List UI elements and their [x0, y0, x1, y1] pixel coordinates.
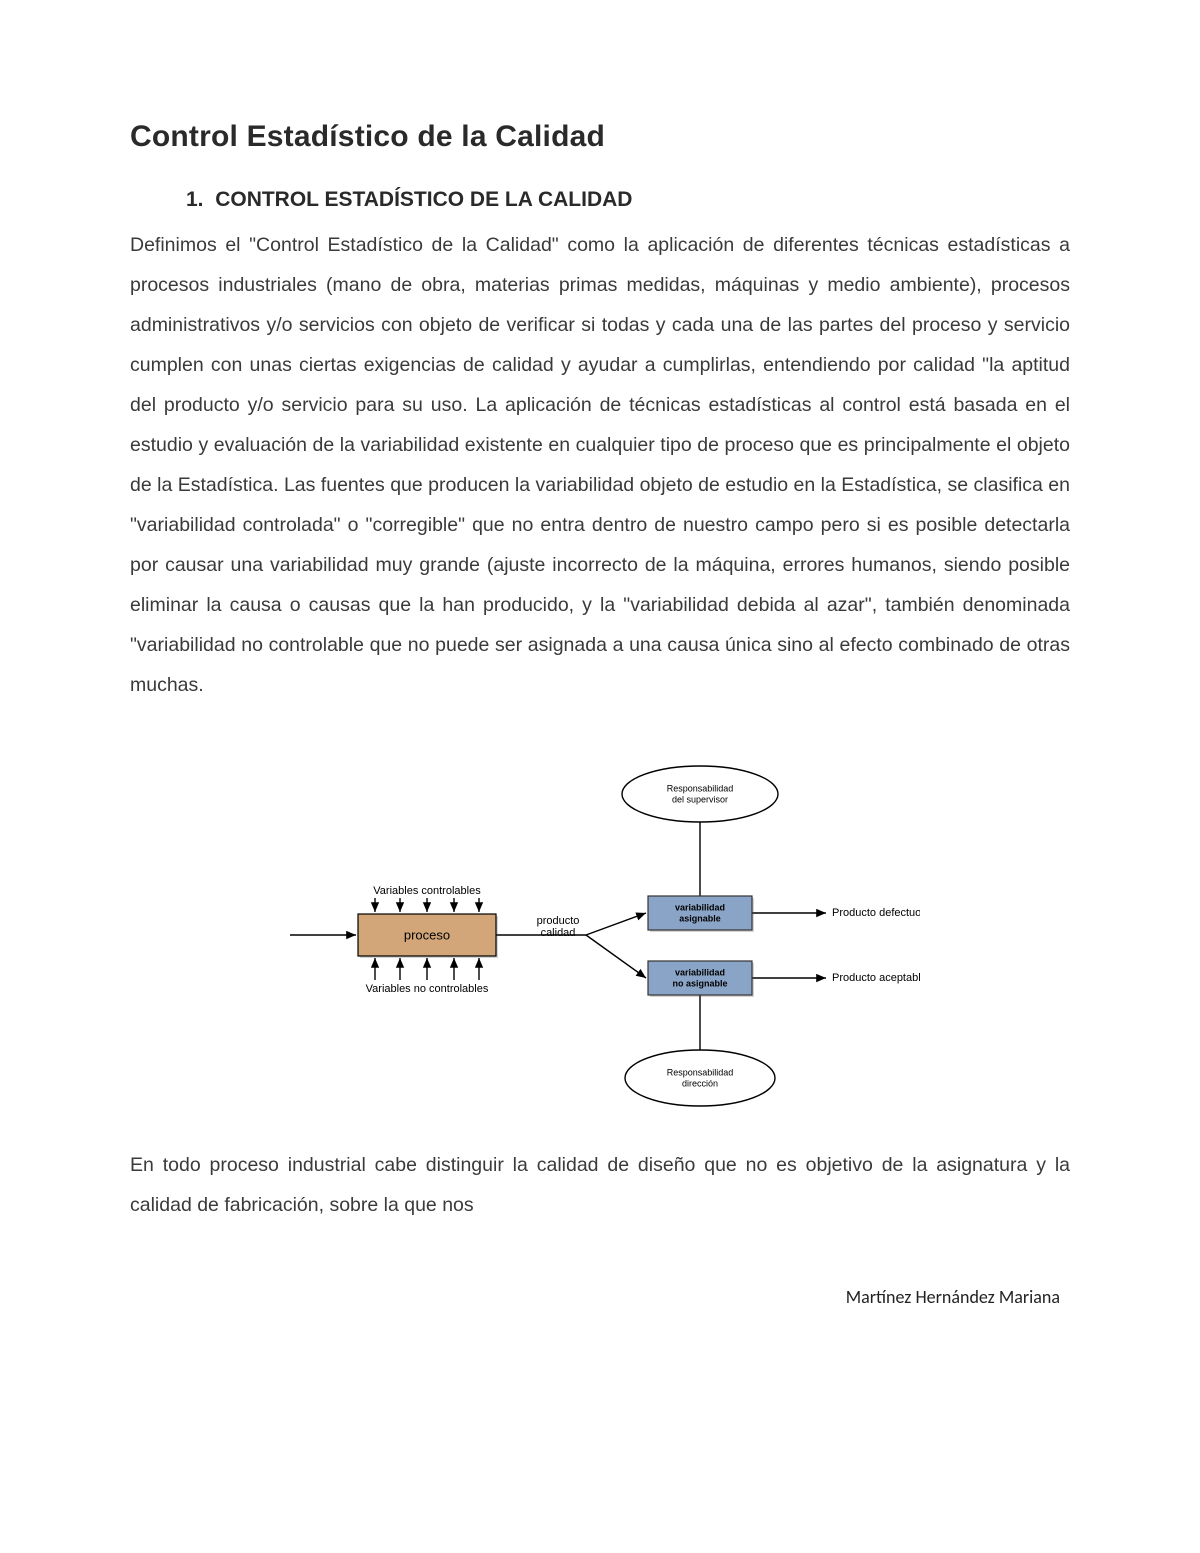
- svg-text:Responsabilidad: Responsabilidad: [667, 1067, 734, 1077]
- paragraph-2: En todo proceso industrial cabe distingu…: [130, 1146, 1070, 1226]
- footer-author: Martínez Hernández Mariana: [130, 1286, 1070, 1308]
- svg-text:Producto defectuoso: Producto defectuoso: [832, 907, 920, 919]
- svg-text:no asignable: no asignable: [672, 978, 727, 988]
- svg-text:Responsabilidad: Responsabilidad: [667, 783, 734, 793]
- page-title: Control Estadístico de la Calidad: [130, 120, 1070, 154]
- svg-text:Variables controlables: Variables controlables: [373, 885, 481, 897]
- section-heading: 1. CONTROL ESTADÍSTICO DE LA CALIDAD: [130, 188, 1070, 212]
- svg-text:asignable: asignable: [679, 913, 721, 923]
- svg-text:variabilidad: variabilidad: [675, 902, 725, 912]
- paragraph-1: Definimos el "Control Estadístico de la …: [130, 226, 1070, 706]
- svg-text:producto: producto: [537, 915, 580, 927]
- svg-text:Producto aceptable: Producto aceptable: [832, 972, 920, 984]
- svg-text:dirección: dirección: [682, 1078, 718, 1088]
- flowchart-svg: Responsabilidaddel supervisorResponsabil…: [280, 756, 920, 1116]
- section-heading-text: CONTROL ESTADÍSTICO DE LA CALIDAD: [215, 188, 632, 211]
- svg-text:Variables no controlables: Variables no controlables: [366, 983, 489, 995]
- svg-text:del supervisor: del supervisor: [672, 794, 728, 804]
- svg-text:variabilidad: variabilidad: [675, 967, 725, 977]
- section-number: 1.: [186, 188, 204, 211]
- svg-text:calidad: calidad: [541, 927, 576, 939]
- process-diagram: Responsabilidaddel supervisorResponsabil…: [130, 756, 1070, 1116]
- svg-text:proceso: proceso: [404, 927, 450, 942]
